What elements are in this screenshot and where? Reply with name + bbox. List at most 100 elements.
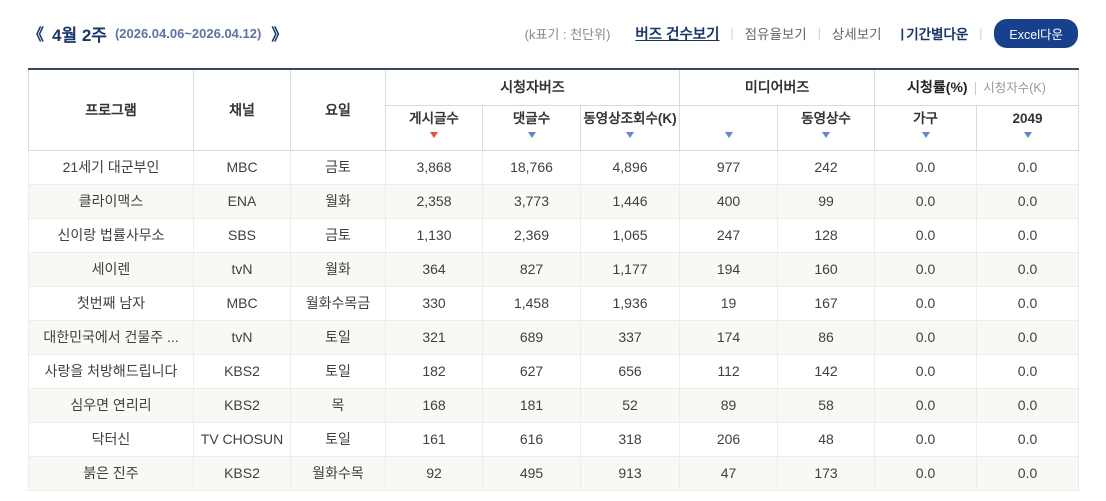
next-week-icon[interactable]: 》 [271, 27, 287, 44]
col-group-rating: 시청률(%) | 시청자수(K) [874, 68, 1080, 106]
video-count-cell: 173 [777, 455, 876, 491]
rating-2049-cell: 0.0 [976, 387, 1080, 423]
tab-detail-view[interactable]: 상세보기 [831, 27, 882, 42]
posts-cell: 168 [385, 387, 483, 423]
topbar: 《 4월 2주 (2026.04.06~2026.04.12) 》 (k표기 :… [28, 12, 1078, 54]
household-rating-cell: 0.0 [874, 421, 978, 457]
posts-cell: 161 [385, 421, 483, 457]
video-count-cell: 86 [777, 319, 876, 355]
sort-desc-icon[interactable] [822, 131, 831, 138]
unit-note: (k표기 : 천단위) [524, 26, 611, 42]
day-cell: 목 [290, 387, 386, 423]
col-header-channel: 채널 [193, 68, 291, 151]
col-header-post-count[interactable]: 게시글수 [385, 104, 483, 151]
program-cell: 클라이맥스 [28, 183, 194, 219]
household-rating-cell: 0.0 [874, 149, 978, 185]
sort-desc-icon[interactable] [527, 131, 536, 138]
video-views-cell: 913 [579, 455, 681, 491]
program-cell: 붉은 진주 [28, 455, 194, 491]
col-header-video-count[interactable]: 동영상수 [777, 104, 876, 151]
col-header-2049-rating[interactable]: 2049 [976, 104, 1080, 151]
comments-cell: 827 [482, 251, 581, 287]
video-views-cell: 318 [579, 421, 681, 457]
media-buzz-cell: 206 [679, 421, 779, 457]
video-views-cell: 52 [579, 387, 681, 423]
excel-download-button[interactable]: Excel다운 [994, 18, 1078, 48]
day-cell: 토일 [290, 421, 386, 457]
table-row: 닥터신 TV CHOSUN 토일 161 616 318 206 48 0.0 0.0 [28, 421, 1080, 457]
rating-2049-cell: 0.0 [976, 217, 1080, 253]
household-rating-cell: 0.0 [874, 455, 978, 491]
sort-desc-icon[interactable] [921, 131, 930, 138]
col-header-day: 요일 [290, 68, 386, 151]
col-header-label: 가구 [913, 110, 938, 126]
col-header-video-views[interactable]: 동영상조회수(K) [579, 104, 681, 151]
video-views-cell: 1,446 [579, 183, 681, 219]
household-rating-cell: 0.0 [874, 353, 978, 389]
sort-desc-icon[interactable] [430, 131, 438, 138]
rating-2049-cell: 0.0 [976, 319, 1080, 355]
program-cell: 첫번째 남자 [28, 285, 194, 321]
col-header-media-buzz-1[interactable] [679, 104, 779, 151]
day-cell: 월화 [290, 251, 386, 287]
table-header: 프로그램 채널 요일 시청자버즈 미디어버즈 시청률(%) | 시청자수(K) 게시… [28, 68, 1080, 151]
day-cell: 금토 [290, 217, 386, 253]
col-header-program: 프로그램 [28, 68, 194, 151]
posts-cell: 92 [385, 455, 483, 491]
divider: | [900, 25, 905, 41]
col-header-label [680, 110, 777, 128]
channel-cell: MBC [193, 285, 291, 321]
table-row: 심우면 연리리 KBS2 목 168 181 52 89 58 0.0 0.0 [28, 387, 1080, 423]
posts-cell: 2,358 [385, 183, 483, 219]
table-row: 붉은 진주 KBS2 월화수목 92 495 913 47 173 0.0 0.0 [28, 455, 1080, 491]
comments-cell: 495 [482, 455, 581, 491]
media-buzz-cell: 19 [679, 285, 779, 321]
col-header-household-rating[interactable]: 가구 [874, 104, 978, 151]
video-views-cell: 656 [579, 353, 681, 389]
program-cell: 21세기 대군부인 [28, 149, 194, 185]
video-count-cell: 99 [777, 183, 876, 219]
posts-cell: 330 [385, 285, 483, 321]
video-count-cell: 128 [777, 217, 876, 253]
period-download-link[interactable]: 기간별다운 [906, 27, 969, 42]
day-cell: 월화수목 [290, 455, 386, 491]
household-rating-cell: 0.0 [874, 183, 978, 219]
top-actions: (k표기 : 천단위) 버즈 건수보기 | 점유율보기 | 상세보기 | 기간별… [524, 18, 1078, 48]
video-views-cell: 1,936 [579, 285, 681, 321]
tab-buzz-count-view[interactable]: 버즈 건수보기 [635, 26, 720, 43]
program-cell: 사랑을 처방해드립니다 [28, 353, 194, 389]
media-buzz-cell: 977 [679, 149, 779, 185]
media-buzz-cell: 47 [679, 455, 779, 491]
buzz-table: 프로그램 채널 요일 시청자버즈 미디어버즈 시청률(%) | 시청자수(K) 게시… [28, 68, 1080, 491]
video-count-cell: 242 [777, 149, 876, 185]
program-cell: 세이렌 [28, 251, 194, 287]
video-count-cell: 160 [777, 251, 876, 287]
channel-cell: tvN [193, 319, 291, 355]
day-cell: 금토 [290, 149, 386, 185]
media-buzz-cell: 247 [679, 217, 779, 253]
program-cell: 심우면 연리리 [28, 387, 194, 423]
program-cell: 신이랑 법률사무소 [28, 217, 194, 253]
col-header-comment-count[interactable]: 댓글수 [482, 104, 581, 151]
posts-cell: 321 [385, 319, 483, 355]
video-count-cell: 58 [777, 387, 876, 423]
sort-desc-icon[interactable] [626, 131, 634, 138]
prev-week-icon[interactable]: 《 [28, 27, 44, 44]
col-header-label: 게시글수 [409, 110, 459, 126]
table-row: 21세기 대군부인 MBC 금토 3,868 18,766 4,896 977 242 0.0 0… [28, 149, 1080, 185]
divider: | [817, 26, 821, 40]
col-group-media-buzz: 미디어버즈 [679, 68, 876, 106]
sort-desc-icon[interactable] [1023, 131, 1032, 138]
rating-2049-cell: 0.0 [976, 455, 1080, 491]
tab-share-view[interactable]: 점유율보기 [744, 27, 807, 42]
col-group-viewer-buzz: 시청자버즈 [384, 68, 681, 106]
comments-cell: 1,458 [482, 285, 581, 321]
sort-desc-icon[interactable] [724, 131, 733, 138]
channel-cell: KBS2 [193, 353, 291, 389]
comments-cell: 18,766 [482, 149, 581, 185]
household-rating-cell: 0.0 [874, 251, 978, 287]
program-cell: 대한민국에서 건물주 ... [28, 319, 194, 355]
viewers-group-label: 시청자수(K) [983, 81, 1046, 96]
comments-cell: 689 [482, 319, 581, 355]
col-header-label: 2049 [1012, 110, 1043, 126]
